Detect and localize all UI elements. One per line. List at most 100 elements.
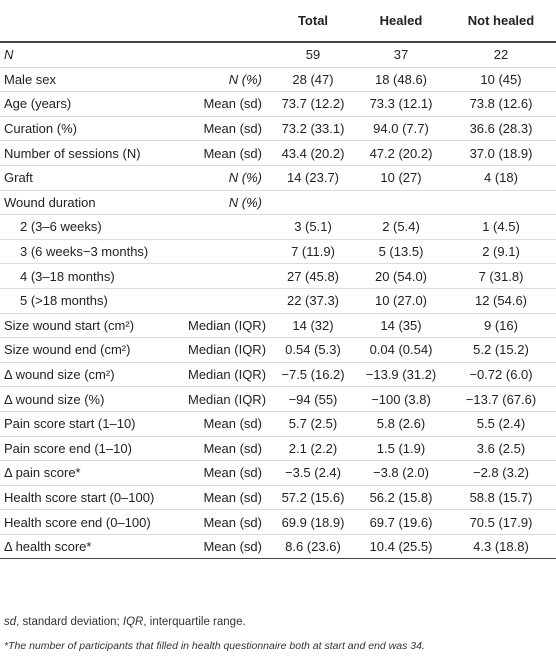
row-label: Graft: [0, 165, 188, 191]
stat-label: Mean (sd): [188, 411, 270, 437]
table-row: Wound duration N (%): [0, 190, 556, 216]
row-label: Δ wound size (cm²): [0, 362, 188, 388]
header-cell: [0, 0, 188, 43]
footnote: sd, standard deviation; IQR, interquarti…: [4, 616, 246, 628]
row-label: Δ health score*: [0, 534, 188, 560]
stat-label: Median (IQR): [188, 386, 270, 412]
table-row: Δ wound size (cm²) Median (IQR) −7.5 (16.2…: [0, 362, 556, 388]
cell-value: 37: [356, 42, 446, 68]
cell-value: 58.8 (15.7): [446, 485, 556, 511]
footnote-text: sd: [4, 616, 17, 628]
cell-value: 36.6 (28.3): [446, 116, 556, 142]
row-label: N: [0, 42, 188, 68]
stat-label: Median (IQR): [188, 362, 270, 388]
cell-value: 43.4 (20.2): [270, 140, 356, 166]
footnote-text: , standard deviation;: [16, 616, 123, 628]
cell-value: 10 (27): [356, 165, 446, 191]
cell-value: 5.7 (2.5): [270, 411, 356, 437]
cell-value: 5.8 (2.6): [356, 411, 446, 437]
cell-value: −13.7 (67.6): [446, 386, 556, 412]
header-cell: [188, 0, 270, 43]
stat-label: N (%): [188, 165, 270, 191]
row-label: Age (years): [0, 91, 188, 117]
cell-value: −13.9 (31.2): [356, 362, 446, 388]
cell-value: 8.6 (23.6): [270, 534, 356, 560]
cell-value: 73.7 (12.2): [270, 91, 356, 117]
row-label: Pain score end (1–10): [0, 436, 188, 462]
table-row: Curation (%) Mean (sd) 73.2 (33.1) 94.0 (7.…: [0, 116, 556, 142]
column-header: Not healed: [446, 0, 556, 43]
cell-value: −2.8 (3.2): [446, 460, 556, 486]
table-row: 2 (3–6 weeks) 3 (5.1) 2 (5.4) 1 (4.5): [0, 214, 556, 240]
stat-label: Mean (sd): [188, 436, 270, 462]
stat-label: Mean (sd): [188, 116, 270, 142]
row-label: Number of sessions (N): [0, 140, 188, 166]
cell-value: 10 (27.0): [356, 288, 446, 314]
stat-label: [188, 239, 270, 265]
column-header: Total: [270, 0, 356, 43]
cell-value: −94 (55): [270, 386, 356, 412]
stat-label: [188, 42, 270, 68]
cell-value: −0.72 (6.0): [446, 362, 556, 388]
cell-value: −3.5 (2.4): [270, 460, 356, 486]
stat-label: Mean (sd): [188, 460, 270, 486]
row-label: Pain score start (1–10): [0, 411, 188, 437]
stat-label: Median (IQR): [188, 337, 270, 363]
row-label: Curation (%): [0, 116, 188, 142]
cell-value: 10 (45): [446, 67, 556, 93]
row-label: Health score start (0–100): [0, 485, 188, 511]
row-label: 2 (3–6 weeks): [0, 214, 188, 240]
cell-value: 73.8 (12.6): [446, 91, 556, 117]
row-label: Male sex: [0, 67, 188, 93]
cell-value: 37.0 (18.9): [446, 140, 556, 166]
cell-value: [356, 190, 446, 216]
cell-value: 4.3 (18.8): [446, 534, 556, 560]
footnote-text: IQR: [122, 616, 144, 628]
table-row: Size wound end (cm²) Median (IQR) 0.54 (5.…: [0, 337, 556, 363]
cell-value: 28 (47): [270, 67, 356, 93]
row-label: Size wound end (cm²): [0, 337, 188, 363]
cell-value: 18 (48.6): [356, 67, 446, 93]
cell-value: 5.2 (15.2): [446, 337, 556, 363]
table-row: Δ pain score* Mean (sd) −3.5 (2.4) −3.8 (2.…: [0, 460, 556, 486]
cell-value: 20 (54.0): [356, 263, 446, 289]
table-row: Size wound start (cm²) Median (IQR) 14 (32…: [0, 313, 556, 339]
cell-value: 5 (13.5): [356, 239, 446, 265]
cell-value: 73.3 (12.1): [356, 91, 446, 117]
cell-value: 1 (4.5): [446, 214, 556, 240]
cell-value: 2 (9.1): [446, 239, 556, 265]
footnote-text: , interquartile range.: [143, 616, 246, 628]
cell-value: 14 (35): [356, 313, 446, 339]
footnote: *The number of participants that filled …: [4, 640, 425, 652]
table-row: 5 (>18 months) 22 (37.3) 10 (27.0) 12 (54.6…: [0, 288, 556, 314]
column-header: Healed: [356, 0, 446, 43]
row-label: Wound duration: [0, 190, 188, 216]
table-row: Number of sessions (N) Mean (sd) 43.4 (20.…: [0, 140, 556, 166]
cell-value: 56.2 (15.8): [356, 485, 446, 511]
cell-value: 12 (54.6): [446, 288, 556, 314]
cell-value: 2.1 (2.2): [270, 436, 356, 462]
row-label: 3 (6 weeks−3 months): [0, 239, 188, 265]
table-row: N 59 37 22: [0, 42, 556, 68]
cell-value: 10.4 (25.5): [356, 534, 446, 560]
cell-value: 4 (18): [446, 165, 556, 191]
stat-label: [188, 214, 270, 240]
table-row: 4 (3–18 months) 27 (45.8) 20 (54.0) 7 (31.8…: [0, 263, 556, 289]
cell-value: [270, 190, 356, 216]
row-label: 5 (>18 months): [0, 288, 188, 314]
cell-value: 70.5 (17.9): [446, 509, 556, 535]
row-label: Δ wound size (%): [0, 386, 188, 412]
table-row: 3 (6 weeks−3 months) 7 (11.9) 5 (13.5) 2 (9…: [0, 239, 556, 265]
stat-label: [188, 288, 270, 314]
table-row: Pain score start (1–10) Mean (sd) 5.7 (2.5…: [0, 411, 556, 437]
cell-value: 7 (31.8): [446, 263, 556, 289]
cell-value: [446, 190, 556, 216]
table-row: Health score start (0–100) Mean (sd) 57.2 …: [0, 485, 556, 511]
stat-label: Mean (sd): [188, 509, 270, 535]
cell-value: 59: [270, 42, 356, 68]
table-row: Health score end (0–100) Mean (sd) 69.9 (1…: [0, 509, 556, 535]
table-row: Graft N (%) 14 (23.7) 10 (27) 4 (18): [0, 165, 556, 191]
cell-value: 27 (45.8): [270, 263, 356, 289]
cell-value: −7.5 (16.2): [270, 362, 356, 388]
table-row: Male sex N (%) 28 (47) 18 (48.6) 10 (45): [0, 67, 556, 93]
